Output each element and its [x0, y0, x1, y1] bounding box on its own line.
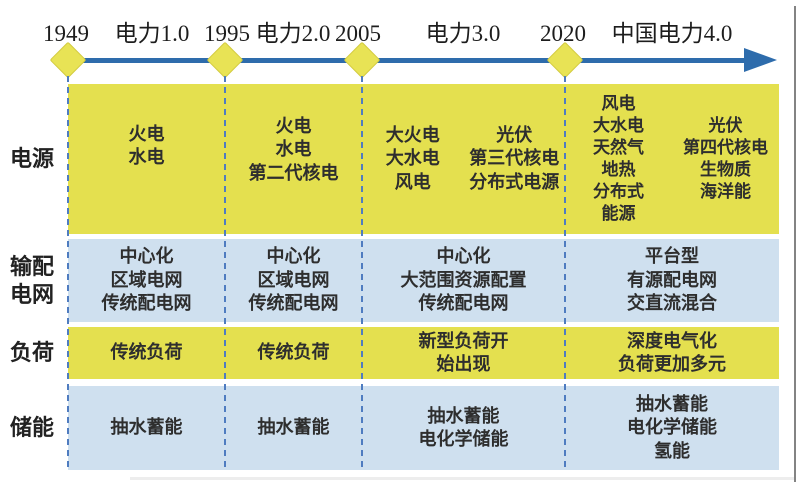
grid-cell: 抽水蓄能 电化学储能 氢能 [565, 386, 779, 470]
cell-block: 风电 大水电 天然气 地热 分布式 能源 [593, 93, 644, 224]
era-label: 电力2.0 [255, 21, 331, 46]
grid-cell: 抽水蓄能 电化学储能 [362, 386, 565, 470]
column-dashed-divider [361, 76, 363, 472]
grid-cell: 中心化 区域电网 传统配电网 [225, 239, 362, 322]
year-label: 1995 [204, 21, 250, 46]
row-label-load: 负荷 [9, 340, 54, 366]
grid-cell: 抽水蓄能 [68, 386, 225, 470]
row-label-storage: 储能 [9, 415, 54, 441]
year-label: 2005 [335, 21, 381, 46]
grid-cell: 抽水蓄能 [225, 386, 362, 470]
grid-cell: 传统负荷 [68, 327, 225, 379]
era-label: 电力3.0 [425, 21, 501, 46]
row-label-grid: 输配 电网 [9, 254, 54, 307]
grid-cell: 中心化 大范围资源配置 传统配电网 [362, 239, 565, 322]
grid-cell: 新型负荷开 始出现 [362, 327, 565, 379]
timeline-arrow-head-icon [744, 48, 777, 72]
column-dashed-divider [67, 76, 69, 472]
cell-block: 光伏 第四代核电 生物质 海洋能 [683, 115, 768, 202]
grid-cell: 平台型 有源配电网 交直流混合 [565, 239, 779, 322]
column-dashed-divider [564, 76, 566, 472]
cell-block: 大火电 大水电 风电 [385, 124, 440, 192]
cell-block: 光伏 第三代核电 分布式电源 [469, 124, 560, 192]
right-edge-line [794, 6, 796, 482]
grid-cell: 火电 水电 第二代核电 [225, 84, 362, 234]
column-dashed-divider [224, 76, 226, 472]
grid-cell: 风电 大水电 天然气 地热 分布式 能源 光伏 第四代核电 生物质 海洋能 [565, 84, 779, 234]
era-label: 电力1.0 [114, 21, 190, 46]
grid-cell: 大火电 大水电 风电 光伏 第三代核电 分布式电源 [362, 84, 565, 234]
grid-cell: 深度电气化 负荷更加多元 [565, 327, 779, 379]
grid-cell: 传统负荷 [225, 327, 362, 379]
row-label-power-source: 电源 [9, 146, 54, 172]
grid-cell: 火电 水电 [68, 84, 225, 234]
era-label: 中国电力4.0 [611, 21, 733, 46]
timeline-arrow-line [68, 58, 750, 63]
grid-cell: 中心化 区域电网 传统配电网 [68, 239, 225, 322]
bottom-shadow-line [130, 477, 794, 480]
